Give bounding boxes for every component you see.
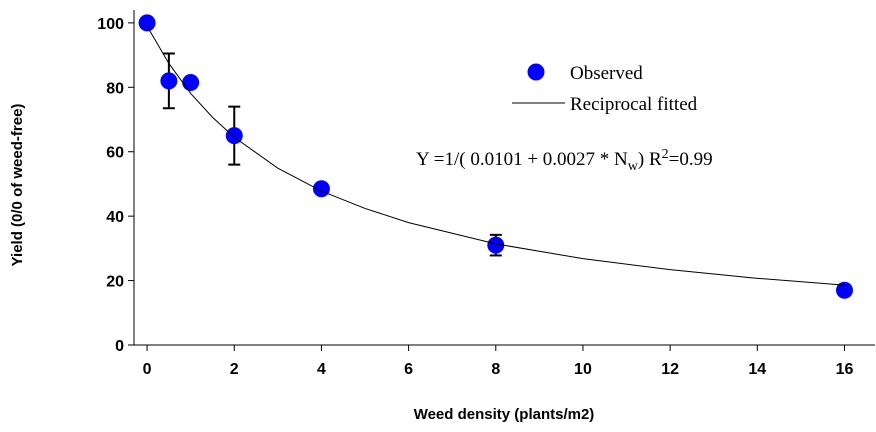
x-axis-label: Weed density (plants/m2) bbox=[414, 406, 595, 423]
point bbox=[182, 73, 200, 91]
point bbox=[160, 72, 178, 90]
y-tick-label: 80 bbox=[106, 80, 124, 97]
y-tick-label: 40 bbox=[106, 209, 124, 226]
equation-sup: 2 bbox=[662, 147, 669, 162]
legend-label: Observed bbox=[570, 63, 643, 84]
y-axis-label: Yield (0/0 of weed-free) bbox=[9, 104, 26, 267]
x-tick-label: 4 bbox=[317, 361, 326, 378]
legend-label: Reciprocal fitted bbox=[570, 94, 698, 115]
x-tick-label: 6 bbox=[404, 361, 413, 378]
x-tick-label: 12 bbox=[661, 361, 679, 378]
equation-part: =0.99 bbox=[669, 149, 713, 170]
x-tick-label: 0 bbox=[143, 361, 152, 378]
y-tick-label: 0 bbox=[115, 338, 124, 355]
x-tick-label: 8 bbox=[491, 361, 500, 378]
legend-marker bbox=[527, 63, 545, 81]
x-tick-label: 2 bbox=[230, 361, 239, 378]
y-tick-label: 20 bbox=[106, 274, 124, 291]
point bbox=[835, 281, 853, 299]
y-tick-label: 60 bbox=[106, 145, 124, 162]
point bbox=[312, 180, 330, 198]
equation-sub: w bbox=[628, 159, 639, 174]
x-tick-label: 14 bbox=[748, 361, 766, 378]
fit-line bbox=[146, 25, 845, 286]
equation-part: ) R bbox=[638, 149, 662, 170]
point bbox=[487, 236, 505, 254]
x-tick-label: 16 bbox=[836, 361, 854, 378]
y-tick-label: 100 bbox=[97, 16, 124, 33]
x-tick-label: 10 bbox=[574, 361, 592, 378]
equation-part: Y =1/( 0.0101 + 0.0027 * N bbox=[416, 149, 628, 170]
equation: Y =1/( 0.0101 + 0.0027 * Nw) R2=0.99 bbox=[416, 147, 713, 174]
point bbox=[138, 14, 156, 32]
